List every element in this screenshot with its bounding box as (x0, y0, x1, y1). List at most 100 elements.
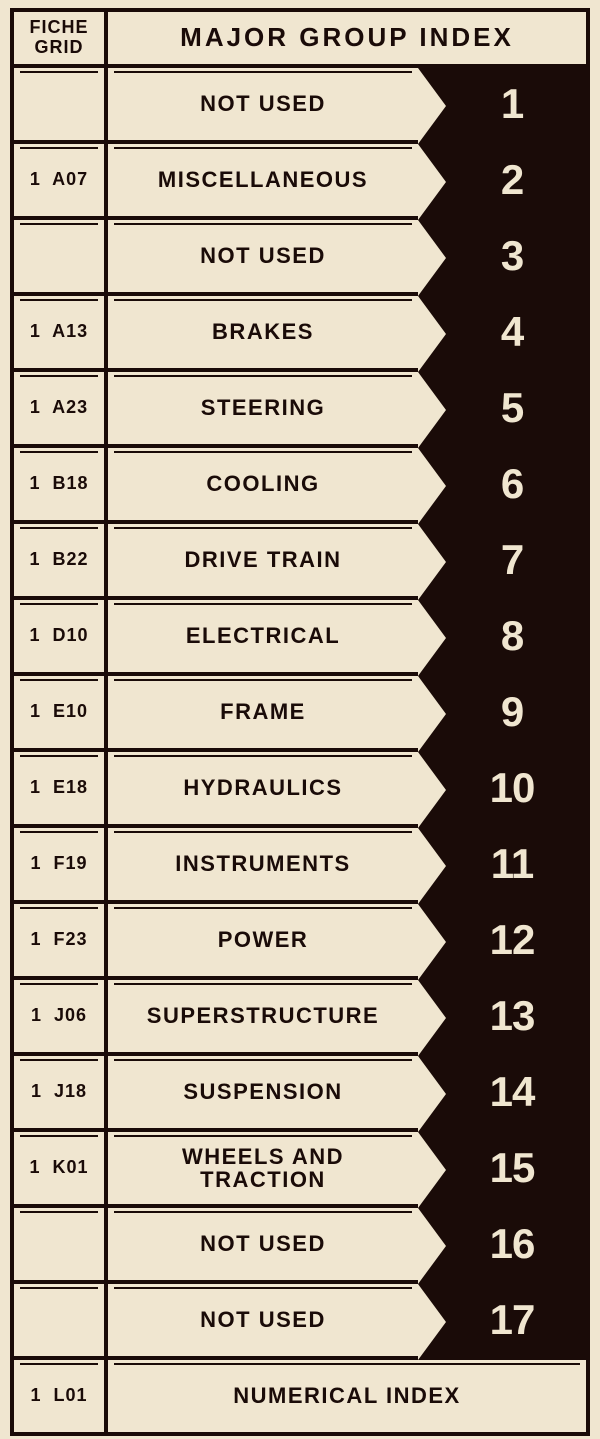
group-number: 6 (501, 460, 523, 508)
index-table: FICHE GRID MAJOR GROUP INDEX NOT USED1 1 … (10, 8, 590, 1436)
fiche-grid-cell: 1 E10 (14, 676, 108, 748)
group-number: 4 (501, 308, 523, 356)
group-number: 5 (501, 384, 523, 432)
group-label: SUSPENSION (183, 1080, 342, 1103)
header-row: FICHE GRID MAJOR GROUP INDEX (14, 12, 586, 64)
label-wrap: HYDRAULICS 10 (108, 752, 586, 824)
cell-top-rule (20, 1287, 98, 1289)
label-box: NUMERICAL INDEX (108, 1360, 586, 1432)
group-number: 7 (501, 536, 523, 584)
header-title: MAJOR GROUP INDEX (180, 22, 514, 53)
label-box: WHEELS AND TRACTION (108, 1132, 418, 1204)
index-row: 1 J06 SUPERSTRUCTURE 13 (14, 976, 586, 1052)
label-wrap: COOLING6 (108, 448, 586, 520)
cell-top-rule (20, 299, 98, 301)
fiche-grid-value: 1 B18 (29, 473, 88, 494)
index-row: 1 F23POWER12 (14, 900, 586, 976)
group-number: 10 (490, 764, 535, 812)
group-label: NUMERICAL INDEX (233, 1384, 460, 1407)
index-row: NOT USED 16 (14, 1204, 586, 1280)
fiche-grid-value: 1 A23 (30, 397, 88, 418)
index-row: 1 A23STEERING5 (14, 368, 586, 444)
group-label: WHEELS AND TRACTION (116, 1145, 410, 1191)
cell-top-rule (114, 1135, 412, 1137)
cell-top-rule (114, 679, 412, 681)
label-wrap: INSTRUMENTS 11 (108, 828, 586, 900)
cell-top-rule (20, 603, 98, 605)
group-number: 11 (491, 840, 533, 888)
group-label: MISCELLANEOUS (158, 168, 368, 191)
label-wrap: NOT USED3 (108, 220, 586, 292)
cell-top-rule (114, 1211, 412, 1213)
cell-top-rule (20, 527, 98, 529)
label-wrap: SUPERSTRUCTURE 13 (108, 980, 586, 1052)
cell-top-rule (20, 1363, 98, 1365)
group-number: 16 (490, 1220, 535, 1268)
label-wrap: NUMERICAL INDEX (108, 1360, 586, 1432)
fiche-grid-cell (14, 1208, 108, 1280)
group-label: INSTRUMENTS (175, 852, 350, 875)
fiche-grid-cell (14, 220, 108, 292)
group-number: 13 (490, 992, 535, 1040)
label-wrap: NOT USED 16 (108, 1208, 586, 1280)
label-box: BRAKES (108, 296, 418, 368)
group-number: 3 (501, 232, 523, 280)
cell-top-rule (114, 527, 412, 529)
group-label: NOT USED (200, 1232, 326, 1255)
fiche-grid-cell: 1 D10 (14, 600, 108, 672)
fiche-grid-cell: 1 J06 (14, 980, 108, 1052)
fiche-grid-cell: 1 K01 (14, 1132, 108, 1204)
fiche-grid-cell: 1 A13 (14, 296, 108, 368)
cell-top-rule (114, 831, 412, 833)
group-label: NOT USED (200, 92, 326, 115)
fiche-grid-value: 1 F23 (30, 929, 87, 950)
group-label: SUPERSTRUCTURE (147, 1004, 379, 1027)
fiche-grid-cell: 1 J18 (14, 1056, 108, 1128)
label-box: NOT USED (108, 68, 418, 140)
label-wrap: WHEELS AND TRACTION15 (108, 1132, 586, 1204)
index-row: 1 B18 COOLING6 (14, 444, 586, 520)
label-wrap: SUSPENSION14 (108, 1056, 586, 1128)
fiche-grid-cell: 1 A23 (14, 372, 108, 444)
cell-top-rule (114, 1287, 412, 1289)
fiche-grid-value: 1 K01 (29, 1157, 88, 1178)
fiche-grid-value: 1 A07 (30, 169, 88, 190)
header-title-cell: MAJOR GROUP INDEX (108, 12, 586, 64)
cell-top-rule (114, 147, 412, 149)
index-row: 1 D10ELECTRICAL8 (14, 596, 586, 672)
group-number: 2 (501, 156, 523, 204)
index-row: 1 E10FRAME9 (14, 672, 586, 748)
group-label: HYDRAULICS (183, 776, 342, 799)
index-row: 1 J18SUSPENSION14 (14, 1052, 586, 1128)
cell-top-rule (114, 983, 412, 985)
index-row: 1 A13BRAKES 4 (14, 292, 586, 368)
fiche-grid-value: 1 D10 (29, 625, 88, 646)
cell-top-rule (20, 1211, 98, 1213)
fiche-grid-value: 1 F19 (30, 853, 87, 874)
index-row: NOT USED3 (14, 216, 586, 292)
group-label: POWER (218, 928, 309, 951)
index-row: 1 L01 NUMERICAL INDEX (14, 1356, 586, 1432)
fiche-grid-cell (14, 1284, 108, 1356)
fiche-grid-cell: 1 A07 (14, 144, 108, 216)
index-row: NOT USED1 (14, 64, 586, 140)
fiche-grid-value: 1 B22 (29, 549, 88, 570)
fiche-grid-cell: 1 L01 (14, 1360, 108, 1432)
fiche-grid-value: 1 J06 (31, 1005, 87, 1026)
label-box: DRIVE TRAIN (108, 524, 418, 596)
cell-top-rule (114, 1363, 580, 1365)
cell-top-rule (20, 71, 98, 73)
rows-container: NOT USED11 A07MISCELLANEOUS2NOT USED31 A… (14, 64, 586, 1432)
group-label: ELECTRICAL (186, 624, 340, 647)
fiche-grid-cell (14, 68, 108, 140)
label-wrap: FRAME9 (108, 676, 586, 748)
cell-top-rule (20, 223, 98, 225)
cell-top-rule (20, 1135, 98, 1137)
cell-top-rule (114, 223, 412, 225)
group-number: 9 (501, 688, 523, 736)
label-box: SUPERSTRUCTURE (108, 980, 418, 1052)
label-wrap: NOT USED1 (108, 68, 586, 140)
fiche-grid-value: 1 L01 (30, 1385, 87, 1406)
group-label: NOT USED (200, 1308, 326, 1331)
group-label: DRIVE TRAIN (184, 548, 341, 571)
